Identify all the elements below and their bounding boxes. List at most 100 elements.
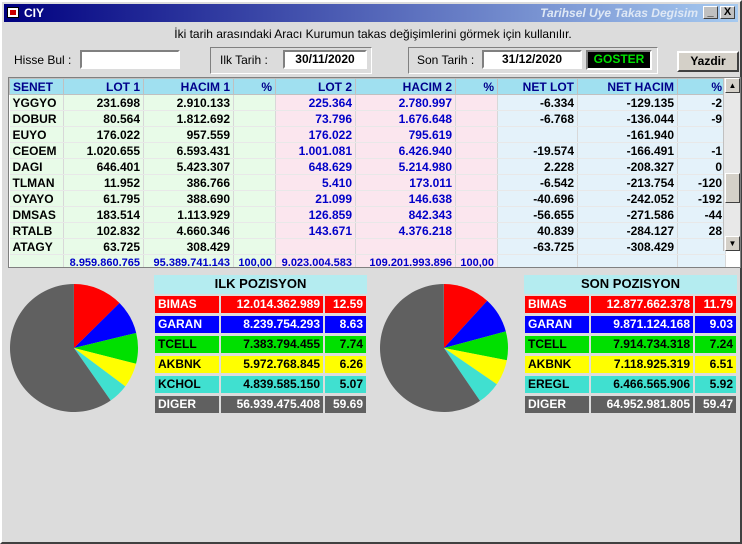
position-row[interactable]: DIGER 64.952.981.805 59.47 [524,395,737,414]
table-cell: 173.011 [355,174,456,191]
table-row[interactable]: ATAGY 63.725 308.429 -63.725 -308.429 [9,238,726,255]
table-cell [233,94,276,111]
position-row[interactable]: KCHOL 4.839.585.150 5.07 [154,375,367,394]
table-cell: 40.839 [497,222,578,239]
position-row[interactable]: TCELL 7.383.794.455 7.74 [154,335,367,354]
table-cell: 28 [677,222,726,239]
table-cell: -136.044 [577,110,678,127]
column-header[interactable]: HACIM 1 [143,78,234,95]
grid-vertical-scrollbar[interactable]: ▲ ▼ [723,78,740,251]
table-cell [233,238,276,255]
pie-slice-bimas [444,284,488,348]
table-row[interactable]: DOBUR 80.564 1.812.692 73.796 1.676.648 -6.76… [9,110,726,127]
table-cell: 21.099 [275,190,356,207]
total-cell: 8.959.860.765 [63,254,144,267]
table-cell: 73.796 [275,110,356,127]
table-cell: 183.514 [63,206,144,223]
table-row[interactable]: TLMAN 11.952 386.766 5.410 173.011 -6.542 -213… [9,174,726,191]
position-row[interactable]: TCELL 7.914.734.318 7.24 [524,335,737,354]
scroll-down-icon[interactable]: ▼ [725,236,740,251]
table-row[interactable]: DMSAS 183.514 1.113.929 126.859 842.343 -56.6… [9,206,726,223]
position-symbol: KCHOL [154,375,220,394]
table-cell [455,206,498,223]
goster-button[interactable]: GOSTER [586,50,652,70]
table-cell: -19.574 [497,142,578,159]
table-cell: ATAGY [9,238,64,255]
pie-slice-diger [9,284,111,412]
position-value: 5.972.768.845 [220,355,324,374]
ilk-tarih-input[interactable]: 30/11/2020 [283,50,367,69]
position-row[interactable]: GARAN 8.239.754.293 8.63 [154,315,367,334]
table-row[interactable]: RTALB 102.832 4.660.346 143.671 4.376.218 40.… [9,222,726,239]
table-cell: 5.214.980 [355,158,456,175]
position-percent: 7.74 [324,335,367,354]
table-cell: -2 [677,94,726,111]
table-cell: -161.940 [577,126,678,143]
takas-grid: SENET LOT 1 HACIM 1% LOT 2 HACIM 2% NET LOT NE… [8,77,741,268]
column-header[interactable]: SENET [9,78,64,95]
position-percent: 8.63 [324,315,367,334]
column-header[interactable]: NET HACIM [577,78,678,95]
table-cell [455,222,498,239]
table-cell: 80.564 [63,110,144,127]
son-tarih-input[interactable]: 31/12/2020 [482,50,582,69]
pie-slice-kchol [74,348,126,401]
column-header[interactable]: NET LOT [497,78,578,95]
table-cell: -129.135 [577,94,678,111]
position-value: 9.871.124.168 [590,315,694,334]
pie-slice-garan [74,303,137,348]
column-header[interactable]: % [677,78,726,95]
scroll-thumb[interactable] [725,173,740,203]
column-header[interactable]: LOT 1 [63,78,144,95]
position-row[interactable]: BIMAS 12.014.362.989 12.59 [154,295,367,314]
table-cell: 11.952 [63,174,144,191]
table-row[interactable]: YGGYO 231.698 2.910.133 225.364 2.780.997 -6.… [9,94,726,111]
table-row[interactable]: EUYO 176.022 957.559 176.022 795.619 -161.940 [9,126,726,143]
table-cell: OYAYO [9,190,64,207]
table-cell: 1.001.081 [275,142,356,159]
position-row[interactable]: AKBNK 7.118.925.319 6.51 [524,355,737,374]
table-cell: -213.754 [577,174,678,191]
yazdir-button[interactable]: Yazdir [677,51,739,72]
position-row[interactable]: BIMAS 12.877.662.378 11.79 [524,295,737,314]
position-value: 4.839.585.150 [220,375,324,394]
table-cell: 1.020.655 [63,142,144,159]
column-header[interactable]: % [455,78,498,95]
position-row[interactable]: EREGL 6.466.565.906 5.92 [524,375,737,394]
column-header[interactable]: HACIM 2 [355,78,456,95]
position-value: 7.383.794.455 [220,335,324,354]
table-cell [677,126,726,143]
position-row[interactable]: GARAN 9.871.124.168 9.03 [524,315,737,334]
scroll-up-icon[interactable]: ▲ [725,78,740,93]
position-row[interactable]: AKBNK 5.972.768.845 6.26 [154,355,367,374]
minimize-button[interactable]: _ [703,6,718,19]
table-row[interactable]: DAGI 646.401 5.423.307 648.629 5.214.980 2.22… [9,158,726,175]
table-row[interactable]: OYAYO 61.795 388.690 21.099 146.638 -40.696 -2… [9,190,726,207]
table-cell: 126.859 [275,206,356,223]
pie-slice-akbnk [74,348,137,387]
pie-slice-tcell [444,331,508,361]
ilk-tarih-group [210,47,372,74]
table-cell: 842.343 [355,206,456,223]
table-cell: YGGYO [9,94,64,111]
ilk-tarih-label: Ilk Tarih : [220,53,268,67]
table-cell: 6.593.431 [143,142,234,159]
pie-slice-bimas [74,284,120,348]
table-cell [275,238,356,255]
close-button[interactable]: X [720,6,735,19]
column-header[interactable]: % [233,78,276,95]
table-cell: 0 [677,158,726,175]
column-header[interactable]: LOT 2 [275,78,356,95]
table-cell: 231.698 [63,94,144,111]
window-title: CIY [24,6,45,20]
totals-row: 8.959.860.765 95.389.741.143 100,00 9.023.0… [9,254,726,267]
position-percent: 12.59 [324,295,367,314]
hisse-search-input[interactable] [80,50,180,69]
position-symbol: TCELL [524,335,590,354]
total-cell: 95.389.741.143 [143,254,234,267]
pie-slice-tcell [74,332,138,364]
son-tarih-group [408,47,658,74]
table-row[interactable]: CEOEM 1.020.655 6.593.431 1.001.081 6.426.94… [9,142,726,159]
position-row[interactable]: DIGER 56.939.475.408 59.69 [154,395,367,414]
